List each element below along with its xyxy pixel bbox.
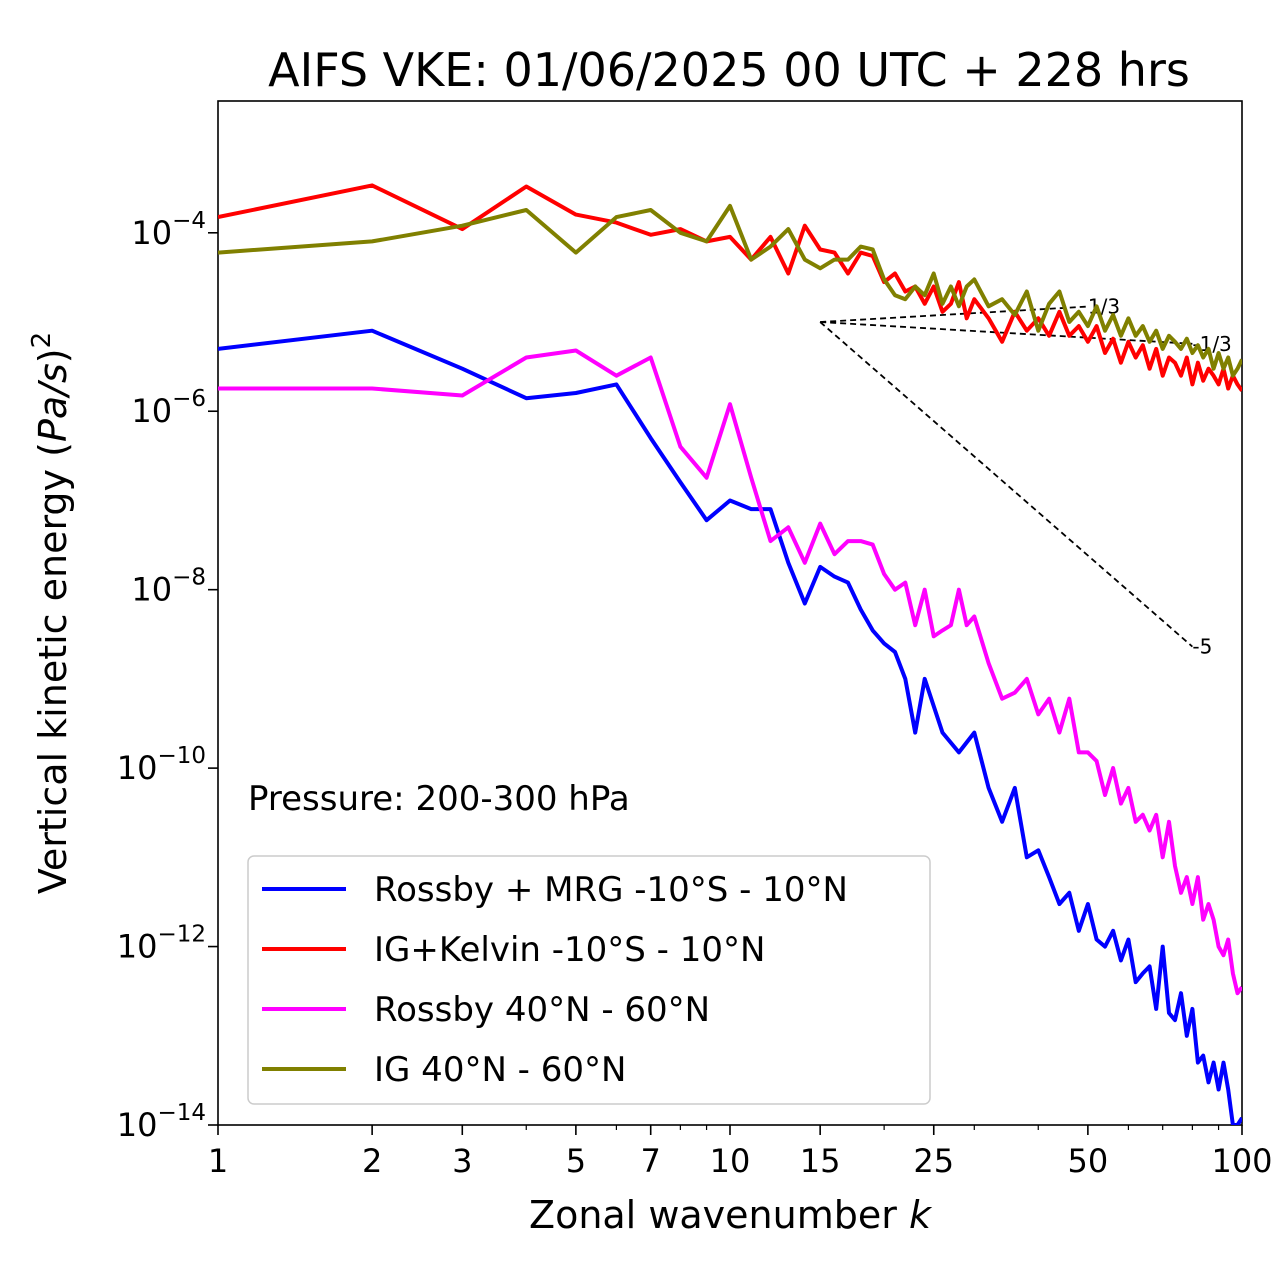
pressure-annotation: Pressure: 200-300 hPa [248,779,630,819]
y-tick-label: 10−10 [117,743,206,787]
x-tick-label: 15 [800,1142,841,1180]
y-axis: 10−14 10−12 10−10 10−8 10−6 10−4 [117,208,218,1144]
reference-line [820,305,1088,323]
x-tick-label: 1 [208,1142,228,1180]
x-tick-label: 10 [710,1142,751,1180]
x-tick-label: 100 [1211,1142,1272,1180]
y-tick-label: 10−14 [117,1100,206,1144]
x-tick-label: 5 [566,1142,586,1180]
x-axis: 1 2 3 5 7 10 15 25 50 100 [208,1125,1273,1180]
series-lines [218,183,1242,1125]
x-tick-label: 25 [913,1142,954,1180]
series-line [218,183,1242,392]
series-line [218,348,1242,996]
y-tick-label: 10−12 [117,922,206,966]
legend-entry: IG 40°N - 60°N [374,1050,626,1090]
series-line [218,203,1242,378]
legend-entry: IG+Kelvin -10°S - 10°N [374,930,765,970]
x-tick-label: 7 [641,1142,661,1180]
legend-box [247,855,931,1105]
chart-title: AIFS VKE: 01/06/2025 00 UTC + 228 hrs [268,43,1190,97]
legend-entry: Rossby + MRG -10°S - 10°N [374,870,848,910]
reference-line [819,321,1193,648]
x-tick-label: 2 [362,1142,382,1180]
y-tick-label: 10−6 [131,386,206,430]
x-axis-label: Zonal wavenumber k [529,1193,933,1237]
x-tick-label: 50 [1068,1142,1109,1180]
reference-line-label: -5 [1192,635,1212,659]
x-tick-label: 3 [452,1142,472,1180]
reference-lines: 1/3-1/3-5 [819,295,1232,659]
legend: Rossby + MRG -10°S - 10°N IG+Kelvin -10°S… [247,855,931,1105]
reference-line [820,321,1193,345]
y-tick-label: 10−4 [131,208,206,252]
y-tick-label: 10−8 [131,565,206,609]
legend-entry: Rossby 40°N - 60°N [374,990,710,1030]
y-axis-label: Vertical kinetic energy (Pa/s)2 [27,332,75,894]
series-line [218,328,1242,1125]
